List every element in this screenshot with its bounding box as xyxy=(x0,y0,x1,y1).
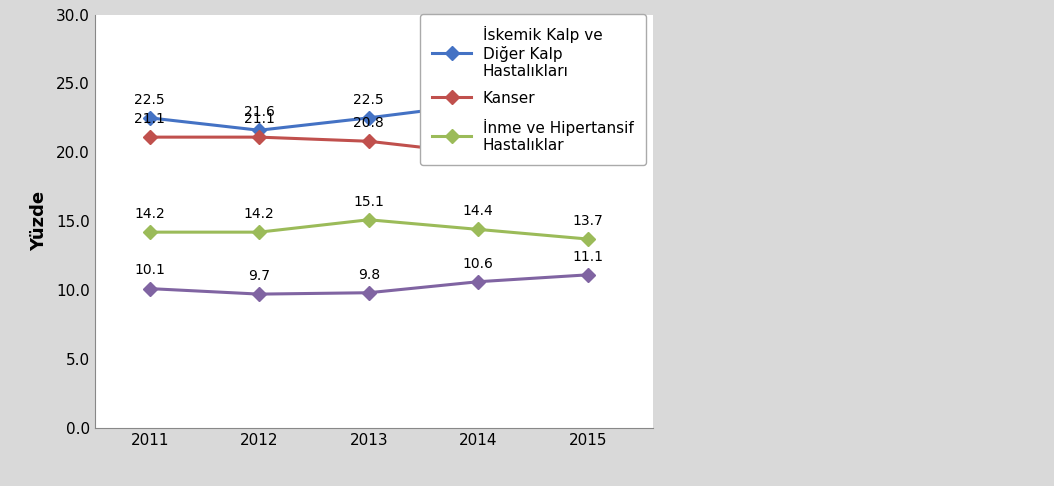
Text: 11.1: 11.1 xyxy=(572,250,603,264)
Kanser xyxy=(143,134,156,140)
Text: 14.2: 14.2 xyxy=(134,207,165,221)
İskemik Kalp ve
Diğer Kalp
Hastalıkları xyxy=(363,115,375,121)
Text: 13.7: 13.7 xyxy=(572,214,603,228)
İskemik Kalp ve
Diğer Kalp
Hastalıkları xyxy=(253,127,266,133)
Text: 15.1: 15.1 xyxy=(353,194,384,208)
Kanser xyxy=(582,155,594,161)
Kanser xyxy=(472,151,485,156)
Text: 20.8: 20.8 xyxy=(353,116,384,130)
Text: 23.5: 23.5 xyxy=(463,79,493,93)
Text: 21.1: 21.1 xyxy=(134,112,165,126)
İnme ve Hipertansif
Hastalıklar xyxy=(363,217,375,223)
İnme ve Hipertansif
Hastalıklar xyxy=(253,229,266,235)
İnme ve Hipertansif
Hastalıklar xyxy=(472,226,485,232)
Text: 21.1: 21.1 xyxy=(243,112,275,126)
Text: 10.1: 10.1 xyxy=(134,263,165,278)
İskemik Kalp ve
Diğer Kalp
Hastalıkları xyxy=(143,115,156,121)
Line: İskemik Kalp ve
Diğer Kalp
Hastalıkları: İskemik Kalp ve Diğer Kalp Hastalıkları xyxy=(144,86,592,135)
Text: 9.8: 9.8 xyxy=(357,268,379,281)
Line: İnme ve Hipertansif
Hastalıklar: İnme ve Hipertansif Hastalıklar xyxy=(144,215,592,244)
Text: 19.9: 19.9 xyxy=(463,128,493,142)
İnme ve Hipertansif
Hastalıklar xyxy=(582,236,594,242)
Text: 10.6: 10.6 xyxy=(463,257,493,271)
İskemik Kalp ve
Diğer Kalp
Hastalıkları xyxy=(472,101,485,107)
Text: 24.5: 24.5 xyxy=(572,65,603,79)
Text: 19.6: 19.6 xyxy=(572,133,603,147)
Text: 22.5: 22.5 xyxy=(134,93,164,107)
Legend: İskemik Kalp ve
Diğer Kalp
Hastalıkları, Kanser, İnme ve Hipertansif
Hastalıklar: İskemik Kalp ve Diğer Kalp Hastalıkları,… xyxy=(421,14,646,165)
Text: 14.2: 14.2 xyxy=(243,207,274,221)
Text: 21.6: 21.6 xyxy=(243,105,275,119)
Text: 22.5: 22.5 xyxy=(353,93,384,107)
Text: 9.7: 9.7 xyxy=(248,269,270,283)
Text: 14.4: 14.4 xyxy=(463,204,493,218)
Y-axis label: Yüzde: Yüzde xyxy=(30,191,47,251)
Line: Kanser: Kanser xyxy=(144,132,592,163)
Kanser xyxy=(363,139,375,144)
İnme ve Hipertansif
Hastalıklar xyxy=(143,229,156,235)
Kanser xyxy=(253,134,266,140)
İskemik Kalp ve
Diğer Kalp
Hastalıkları xyxy=(582,87,594,93)
